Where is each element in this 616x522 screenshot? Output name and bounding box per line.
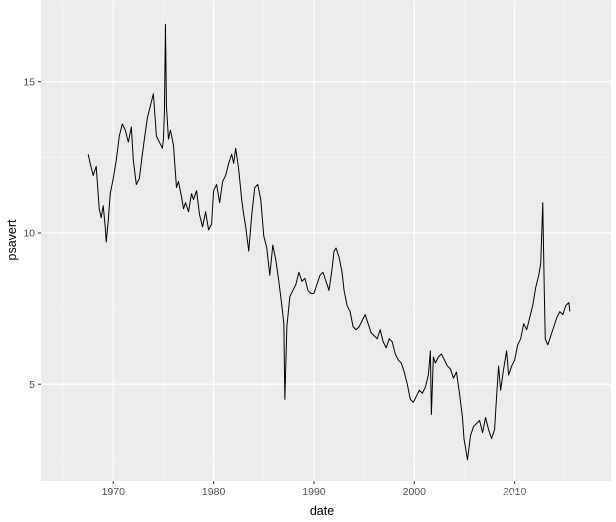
plot-panel — [41, 0, 611, 481]
watermark-text: 知乎 @sy写字的地方 — [462, 486, 603, 504]
series-line — [87, 23, 571, 461]
series-layer — [87, 23, 571, 461]
y-tick-label: 10 — [23, 228, 35, 240]
x-tick-label: 1990 — [302, 486, 326, 498]
x-tick-label: 2010 — [503, 486, 527, 498]
x-tick-label: 1970 — [102, 486, 126, 498]
axis-ticks: 5 10 15 1970 1980 1990 2000 2010 — [23, 76, 526, 498]
x-tick-label: 1980 — [202, 486, 226, 498]
y-tick-label: 15 — [23, 76, 35, 88]
x-axis-title: date — [310, 504, 334, 518]
grid-lines — [41, 0, 611, 481]
y-tick-label: 5 — [29, 379, 35, 391]
x-tick-label: 2000 — [403, 486, 427, 498]
y-axis-title: psavert — [5, 219, 19, 261]
